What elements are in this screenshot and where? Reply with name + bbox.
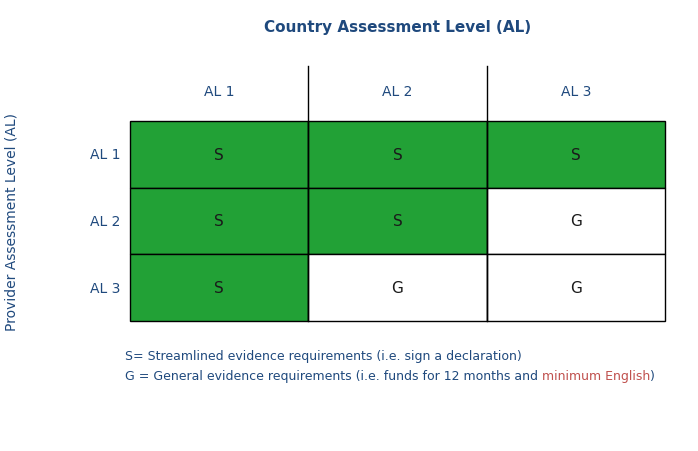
Text: G: G bbox=[570, 214, 581, 229]
Text: S: S bbox=[214, 147, 224, 162]
Text: G = General evidence requirements (i.e. funds for 12 months and: G = General evidence requirements (i.e. … bbox=[125, 370, 542, 382]
Text: AL 3: AL 3 bbox=[89, 281, 120, 295]
Text: G: G bbox=[392, 281, 403, 295]
Text: AL 1: AL 1 bbox=[204, 85, 235, 99]
Text: AL 2: AL 2 bbox=[89, 215, 120, 229]
Text: AL 1: AL 1 bbox=[89, 148, 120, 162]
Text: S: S bbox=[393, 147, 402, 162]
Text: S: S bbox=[214, 281, 224, 295]
Bar bbox=[130, 255, 309, 321]
Text: Country Assessment Level (AL): Country Assessment Level (AL) bbox=[264, 20, 531, 35]
Bar bbox=[309, 188, 487, 255]
Text: ): ) bbox=[651, 370, 655, 382]
Text: AL 3: AL 3 bbox=[560, 85, 591, 99]
Bar bbox=[309, 122, 487, 188]
Text: S: S bbox=[393, 214, 402, 229]
Bar bbox=[309, 255, 487, 321]
Text: Provider Assessment Level (AL): Provider Assessment Level (AL) bbox=[5, 113, 19, 330]
Text: S= Streamlined evidence requirements (i.e. sign a declaration): S= Streamlined evidence requirements (i.… bbox=[125, 350, 521, 363]
Bar bbox=[130, 188, 309, 255]
Text: minimum English: minimum English bbox=[542, 370, 651, 382]
Text: S: S bbox=[214, 214, 224, 229]
Text: AL 2: AL 2 bbox=[383, 85, 413, 99]
Bar bbox=[487, 122, 665, 188]
Text: S: S bbox=[571, 147, 581, 162]
Bar bbox=[130, 122, 309, 188]
Bar bbox=[487, 188, 665, 255]
Text: G: G bbox=[570, 281, 581, 295]
Bar bbox=[487, 255, 665, 321]
